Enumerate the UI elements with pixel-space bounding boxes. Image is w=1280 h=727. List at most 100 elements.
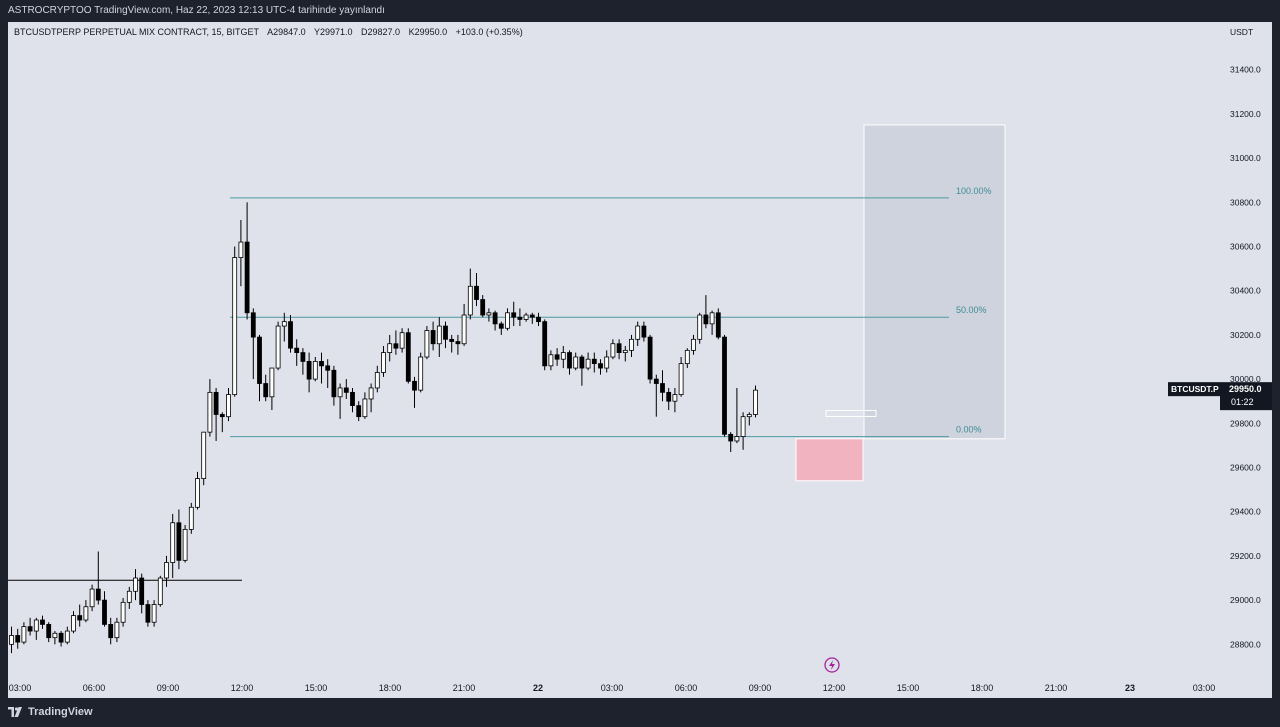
price-tick-label: 31000.0 xyxy=(1230,153,1261,163)
time-axis xyxy=(8,676,1220,698)
candle-body xyxy=(133,577,138,592)
candle-body xyxy=(58,632,64,643)
candle-body xyxy=(660,383,665,393)
candle-body xyxy=(548,354,554,367)
event-lightning-icon xyxy=(824,657,840,673)
fib-label: 0.00% xyxy=(956,425,982,435)
candle-body xyxy=(164,562,169,579)
candle-body xyxy=(139,577,145,605)
candle-body xyxy=(145,604,151,623)
candle-body xyxy=(219,414,225,418)
candle-body xyxy=(517,316,523,320)
candle-body xyxy=(114,621,120,639)
fib-label: 100.00% xyxy=(956,186,992,196)
price-tag-box xyxy=(1220,382,1272,411)
candle-body xyxy=(461,314,467,345)
candle-body xyxy=(387,343,393,353)
candle-body xyxy=(27,626,33,632)
time-tick-label: 12:00 xyxy=(823,683,846,693)
time-tick-label: 03:00 xyxy=(9,683,32,693)
candle-body xyxy=(554,354,560,360)
candle-body xyxy=(381,352,386,373)
candle-body xyxy=(418,356,424,391)
price-tick-label: 30400.0 xyxy=(1230,286,1261,296)
footer-bar: TradingView xyxy=(0,698,1280,727)
price-tag-symbol-box xyxy=(1168,382,1220,397)
brand[interactable]: TradingView xyxy=(8,706,93,718)
time-tick-label: 09:00 xyxy=(749,683,772,693)
candle-body xyxy=(467,285,473,316)
chart-area[interactable]: 100.00% 50.00% 0.00% USDT 31400.0 31200.0 3100… xyxy=(8,22,1272,698)
candle-body xyxy=(108,624,114,639)
publish-header: ASTROCRYPTOO TradingView.com, Haz 22, 20… xyxy=(0,0,1280,22)
candle-body xyxy=(77,615,83,621)
candle-body xyxy=(294,347,300,353)
candlestick-chart[interactable]: 100.00% 50.00% 0.00% USDT 31400.0 31200.0 3100… xyxy=(8,22,1272,698)
price-tick-label: 31200.0 xyxy=(1230,109,1261,119)
candle-body xyxy=(226,394,231,418)
price-tick-label: 28800.0 xyxy=(1230,639,1261,649)
candle-body xyxy=(120,601,126,623)
candle-body xyxy=(15,635,21,643)
candle-body xyxy=(715,312,721,338)
candle-body xyxy=(498,323,504,329)
price-tick-label: 30000.0 xyxy=(1230,374,1261,384)
price-tag-symbol: BTCUSDT.P xyxy=(1171,384,1219,394)
candle-body xyxy=(368,387,374,400)
candle-body xyxy=(89,588,95,608)
candle-body xyxy=(275,325,281,369)
candle-body xyxy=(188,506,194,530)
candle-body xyxy=(374,372,380,389)
candle-body xyxy=(529,314,535,318)
legend-symbol: BTCUSDTPERP PERPETUAL MIX CONTRACT, 15, … xyxy=(14,27,260,37)
candle-body xyxy=(678,363,684,395)
candle-body xyxy=(71,615,76,632)
candle-body xyxy=(697,314,703,340)
candle-body xyxy=(213,391,219,415)
candle-body xyxy=(722,336,727,435)
legend-close: K29950.0 xyxy=(408,27,448,37)
time-tick-label: 12:00 xyxy=(231,683,254,693)
candle-body xyxy=(579,356,585,369)
candle-body xyxy=(430,330,436,345)
candle-body xyxy=(666,391,672,402)
candle-body xyxy=(672,394,678,402)
time-tick-label: 21:00 xyxy=(453,683,476,693)
brand-name: TradingView xyxy=(28,706,93,718)
time-tick-label: 21:00 xyxy=(1045,683,1068,693)
candle-body xyxy=(728,433,734,442)
time-tick-label: 09:00 xyxy=(157,683,180,693)
candle-body xyxy=(343,387,349,393)
candle-body xyxy=(641,325,647,338)
candle-body xyxy=(474,285,479,300)
candle-body xyxy=(399,332,405,349)
candle-body xyxy=(33,619,39,632)
red-zone-box xyxy=(795,438,864,482)
candle-body xyxy=(542,321,548,367)
candle-body xyxy=(629,338,634,351)
price-tick-label: 30200.0 xyxy=(1230,330,1261,340)
candle-body xyxy=(288,321,293,349)
candle-body xyxy=(46,624,52,639)
candle-body xyxy=(201,431,207,479)
candle-body xyxy=(405,332,411,382)
candle-body xyxy=(511,312,517,318)
candle-body xyxy=(95,588,101,601)
candle-body xyxy=(300,352,306,362)
candle-body xyxy=(412,380,417,391)
fib-label: 50.00% xyxy=(956,305,987,315)
candle-body xyxy=(83,606,89,621)
legend-high: Y29971.0 xyxy=(313,27,353,37)
candle-body xyxy=(250,312,256,338)
candle-body xyxy=(9,635,14,645)
publish-info: ASTROCRYPTOO TradingView.com, Haz 22, 20… xyxy=(8,5,385,16)
candle-body xyxy=(598,363,603,369)
candle-body xyxy=(102,599,107,625)
candle-body xyxy=(337,387,343,398)
price-tick-label: 29800.0 xyxy=(1230,418,1261,428)
time-tick-label: 18:00 xyxy=(971,683,994,693)
candle-body xyxy=(126,590,132,603)
legend-change: +103.0 (+0.35%) xyxy=(455,27,523,37)
candle-body xyxy=(709,312,715,325)
candle-body xyxy=(244,241,250,314)
